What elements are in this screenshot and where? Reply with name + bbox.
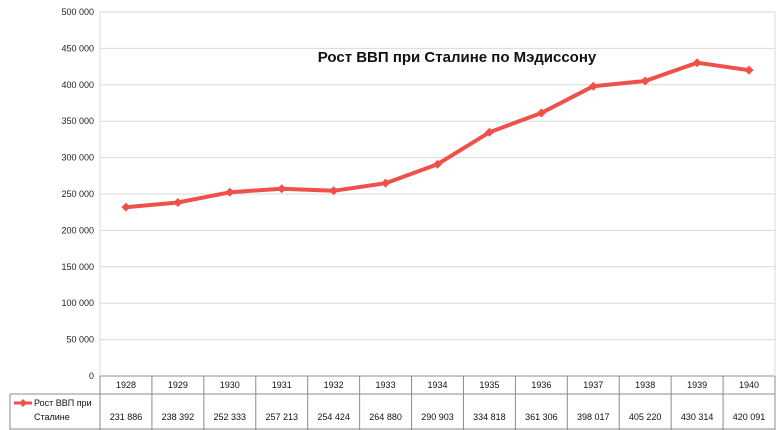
y-tick-label: 300 000	[61, 153, 94, 163]
x-tick-label: 1936	[531, 380, 551, 390]
y-tick-label: 0	[89, 371, 94, 381]
y-tick-label: 350 000	[61, 116, 94, 126]
table-value-cell: 254 424	[317, 412, 350, 422]
y-tick-label: 150 000	[61, 262, 94, 272]
table-value-cell: 257 213	[265, 412, 298, 422]
x-tick-label: 1934	[427, 380, 447, 390]
y-tick-label: 450 000	[61, 43, 94, 53]
data-point	[536, 108, 546, 118]
data-point	[329, 186, 339, 196]
table-value-cell: 252 333	[214, 412, 247, 422]
data-point	[225, 187, 235, 197]
legend-marker-key	[19, 399, 27, 407]
data-point	[433, 159, 442, 169]
table-value-cell: 231 886	[110, 412, 143, 422]
y-tick-label: 50 000	[66, 335, 94, 345]
data-point	[277, 184, 287, 194]
table-value-cell: 420 091	[733, 412, 766, 422]
x-tick-label: 1939	[687, 380, 707, 390]
data-point	[381, 178, 391, 188]
x-tick-label: 1932	[324, 380, 344, 390]
y-tick-label: 200 000	[61, 225, 94, 235]
table-value-cell: 238 392	[162, 412, 195, 422]
data-point	[173, 197, 183, 207]
data-point	[640, 76, 650, 86]
data-point	[588, 81, 598, 91]
data-point	[484, 127, 494, 137]
x-tick-label: 1935	[479, 380, 499, 390]
chart-title: Рост ВВП при Сталине по Мэдиссону	[318, 49, 597, 66]
table-value-cell: 430 314	[681, 412, 714, 422]
x-tick-label: 1929	[168, 380, 188, 390]
table-value-cell: 398 017	[577, 412, 610, 422]
grid-layer	[99, 11, 776, 377]
table-value-cell: 334 818	[473, 412, 506, 422]
table-value-cell: 264 880	[369, 412, 402, 422]
y-tick-label: 250 000	[61, 189, 94, 199]
data-point	[744, 65, 754, 75]
legend-label-line1: Рост ВВП при	[34, 398, 92, 408]
y-tick-label: 100 000	[61, 298, 94, 308]
y-axis-tick-labels: 0 50 000 100 000 150 000 200 000 250 000 300 0…	[61, 7, 94, 381]
x-tick-label: 1928	[116, 380, 136, 390]
y-tick-label: 500 000	[61, 7, 94, 17]
table-value-cell: 290 903	[421, 412, 454, 422]
x-tick-label: 1938	[635, 380, 655, 390]
data-point	[692, 58, 702, 68]
series-layer	[121, 58, 754, 212]
table-value-cell: 405 220	[629, 412, 662, 422]
table-value-cell: 361 306	[525, 412, 558, 422]
data-table: 1928 231 886 1929 238 392 1930 252 333 1931 257…	[9, 376, 776, 430]
data-point	[121, 202, 131, 212]
x-tick-label: 1933	[376, 380, 396, 390]
y-tick-label: 400 000	[61, 80, 94, 90]
legend-label-line2: Сталине	[34, 412, 70, 422]
x-tick-label: 1930	[220, 380, 240, 390]
x-tick-label: 1937	[583, 380, 603, 390]
x-tick-label: 1931	[272, 380, 292, 390]
x-tick-label: 1940	[739, 380, 759, 390]
